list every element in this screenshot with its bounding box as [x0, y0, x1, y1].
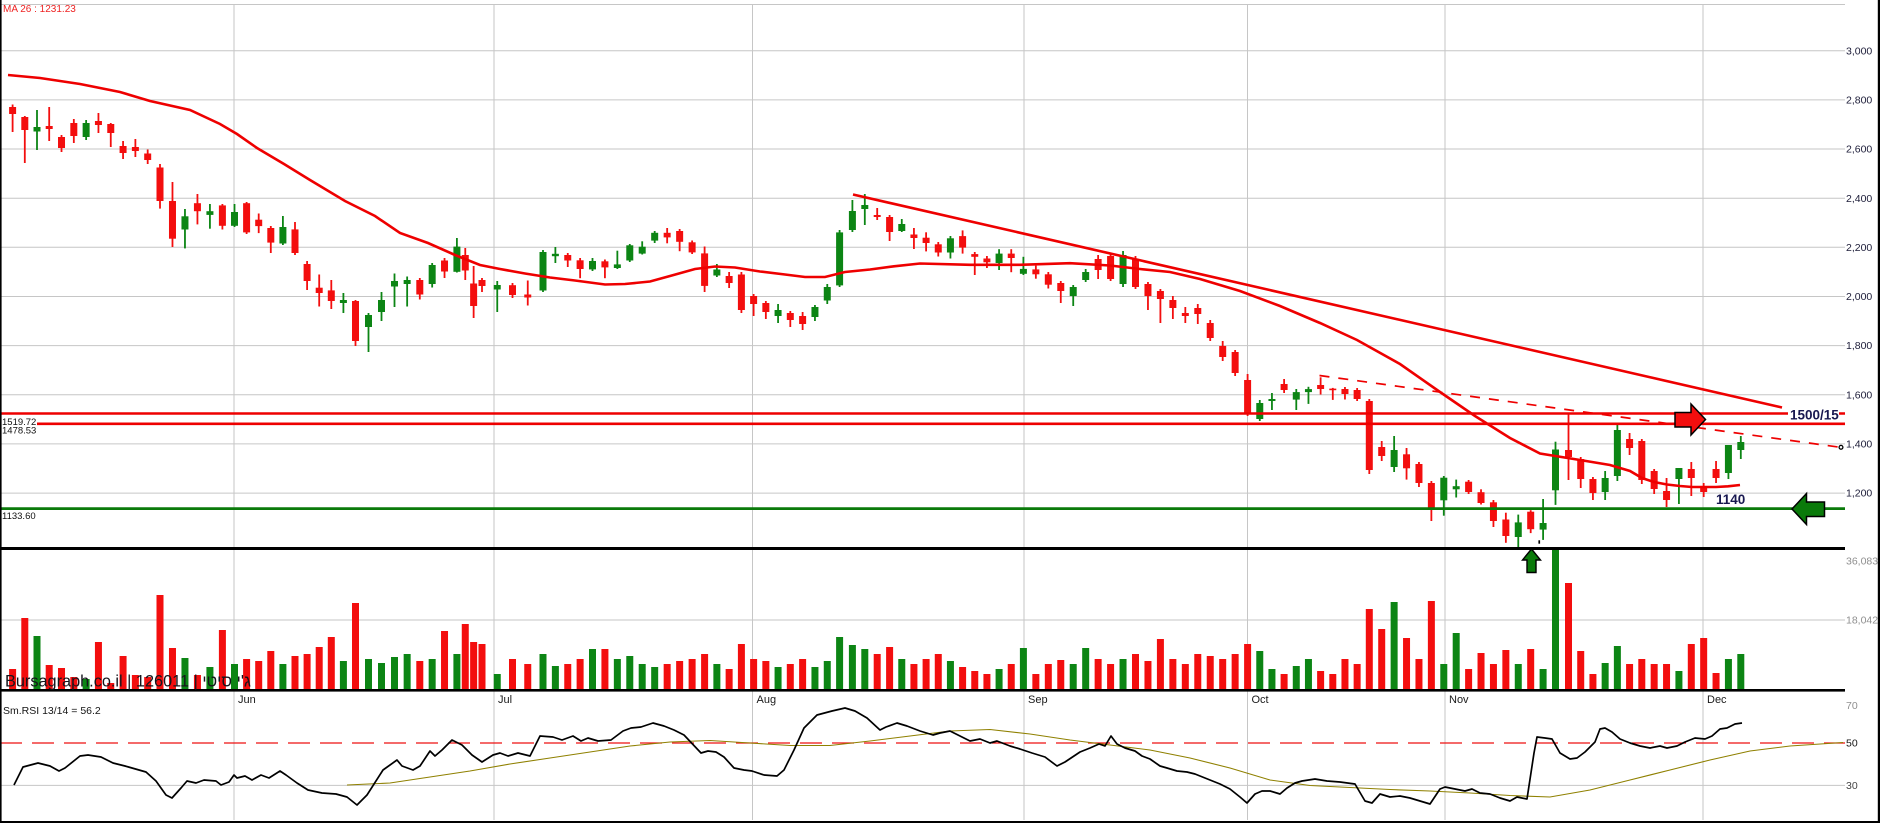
svg-text:36,083: 36,083 — [1846, 556, 1878, 568]
svg-text:2,400: 2,400 — [1846, 193, 1872, 205]
svg-text:Aug: Aug — [757, 694, 777, 706]
svg-text:18,042: 18,042 — [1846, 615, 1878, 627]
svg-text:1140: 1140 — [1716, 492, 1745, 507]
svg-text:1478.53: 1478.53 — [2, 426, 36, 437]
svg-text:1,800: 1,800 — [1846, 340, 1872, 352]
svg-text:1,200: 1,200 — [1846, 488, 1872, 500]
svg-text:Jul: Jul — [498, 694, 512, 706]
svg-text:1,600: 1,600 — [1846, 389, 1872, 401]
svg-text:2,000: 2,000 — [1846, 291, 1872, 303]
svg-text:Bursagraph.co.il | 126011 | ג': Bursagraph.co.il | 126011 | ג'י סיטי — [5, 673, 251, 691]
svg-text:Sm.RSI 13/14 = 56.2: Sm.RSI 13/14 = 56.2 — [3, 705, 101, 717]
svg-text:1519.72: 1519.72 — [2, 417, 36, 428]
svg-text:1133.60: 1133.60 — [2, 511, 36, 522]
svg-text:Jun: Jun — [238, 694, 256, 706]
svg-text:1500/15: 1500/15 — [1790, 408, 1839, 423]
svg-text:3,000: 3,000 — [1846, 45, 1872, 57]
svg-text:70: 70 — [1846, 700, 1858, 712]
svg-text:2,800: 2,800 — [1846, 95, 1872, 107]
svg-text:50: 50 — [1846, 738, 1858, 750]
svg-text:Sep: Sep — [1028, 694, 1048, 706]
svg-text:2,200: 2,200 — [1846, 242, 1872, 254]
svg-text:Oct: Oct — [1252, 694, 1269, 706]
svg-text:30: 30 — [1846, 780, 1858, 792]
svg-text:MA 26 : 1231.23: MA 26 : 1231.23 — [3, 4, 76, 15]
svg-text:Dec: Dec — [1707, 694, 1727, 706]
svg-text:Nov: Nov — [1449, 694, 1469, 706]
svg-text:1,400: 1,400 — [1846, 439, 1872, 451]
svg-text:2,600: 2,600 — [1846, 144, 1872, 156]
